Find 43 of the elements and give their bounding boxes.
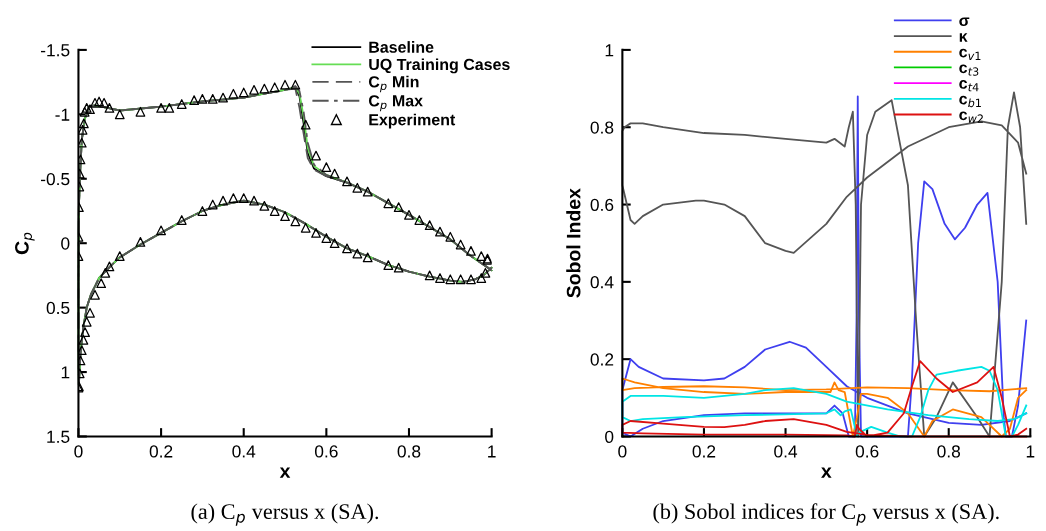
legend-label: σ: [959, 17, 970, 27]
x-tick-label: 0.8: [937, 445, 961, 458]
x-tick-label: 0.6: [314, 445, 338, 458]
x-axis-title: x: [279, 467, 291, 478]
legend-label: c$_{t3}$: [959, 64, 979, 76]
legend-label: C$_{p}$ Max: [368, 95, 423, 112]
text: (b) Sobol indices for C$_{p}$ versus x (SA).: [653, 503, 999, 526]
legend-label: c$_{v1}$: [959, 48, 981, 60]
legend-label: κ: [959, 33, 968, 42]
y-tick-label: 1: [61, 366, 70, 379]
y-tick-label: 1: [605, 44, 614, 57]
y-tick-label: -1.5: [40, 44, 70, 57]
x-tick-label: 0.6: [855, 445, 879, 458]
text: (a) C$_{p}$ versus x (SA).: [191, 503, 379, 526]
y-tick-label: -0.5: [40, 172, 70, 186]
x-tick-label: 0: [74, 445, 83, 458]
x-tick-label: 0.4: [774, 445, 798, 458]
x-axis-title: x: [821, 467, 832, 478]
x-tick-label: 1: [1026, 445, 1035, 458]
y-tick-label: -1: [55, 108, 70, 121]
y-tick-label: 0.4: [590, 276, 614, 289]
y-tick-label: 0: [61, 237, 70, 250]
y-tick-label: 0.5: [46, 301, 70, 315]
y-tick-label: 0: [605, 430, 614, 443]
legend-label: UQ Training Cases: [369, 58, 510, 74]
x-tick-label: 0.2: [692, 445, 716, 458]
legend-label: Baseline: [369, 41, 434, 53]
y-tick-label: 0.2: [590, 353, 614, 366]
x-tick-label: 0: [618, 445, 627, 458]
legend-label: C$_{p}$ Min: [368, 75, 419, 93]
y-tick-label: 1.5: [47, 430, 70, 443]
x-tick-label: 1: [488, 445, 496, 458]
legend-label: Experiment: [369, 113, 456, 129]
x-tick-label: 0.4: [232, 445, 256, 458]
y-tick-label: 0.8: [590, 121, 614, 134]
x-tick-label: 0.2: [149, 445, 173, 458]
y-axis-title: Sobol Index: [566, 188, 581, 298]
x-tick-label: 0.8: [397, 445, 421, 458]
y-axis-title: C$_{p}$: [15, 232, 35, 255]
legend-label: c$_{b1}$: [959, 95, 981, 108]
y-tick-label: 0.6: [590, 198, 614, 211]
legend-label: c$_{w2}$: [959, 111, 983, 123]
legend-label: c$_{t4}$: [959, 80, 979, 92]
